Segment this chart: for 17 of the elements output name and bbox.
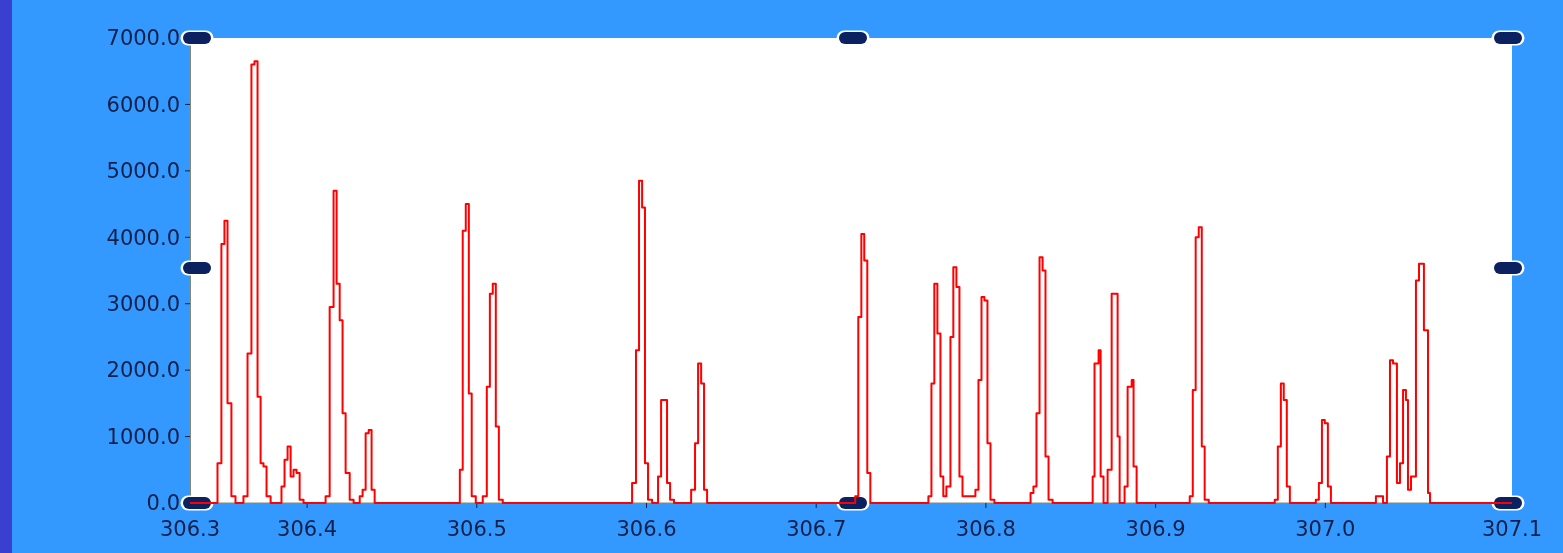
x-tick-label: 306.9 bbox=[1125, 517, 1186, 541]
y-tick-label: 2000.0 bbox=[106, 358, 180, 383]
x-tick-label: 306.8 bbox=[955, 517, 1016, 541]
y-tick-label: 6000.0 bbox=[106, 92, 180, 117]
y-tick-label: 7000.0 bbox=[106, 26, 180, 51]
y-tick-label: 1000.0 bbox=[106, 424, 180, 449]
x-tick-label: 306.7 bbox=[786, 517, 847, 541]
y-tick-label: 0.0 bbox=[146, 491, 180, 516]
x-tick-label: 306.4 bbox=[277, 517, 338, 541]
x-tick-label: 306.6 bbox=[616, 517, 677, 541]
x-tick-label: 307.0 bbox=[1295, 517, 1356, 541]
x-tick-label: 306.5 bbox=[446, 517, 507, 541]
x-tick-label: 306.3 bbox=[159, 517, 221, 541]
y-tick-label: 3000.0 bbox=[106, 292, 180, 317]
x-tick-label: 307.1 bbox=[1481, 517, 1543, 541]
y-tick-label: 5000.0 bbox=[106, 159, 180, 184]
y-tick-label: 4000.0 bbox=[106, 225, 180, 250]
